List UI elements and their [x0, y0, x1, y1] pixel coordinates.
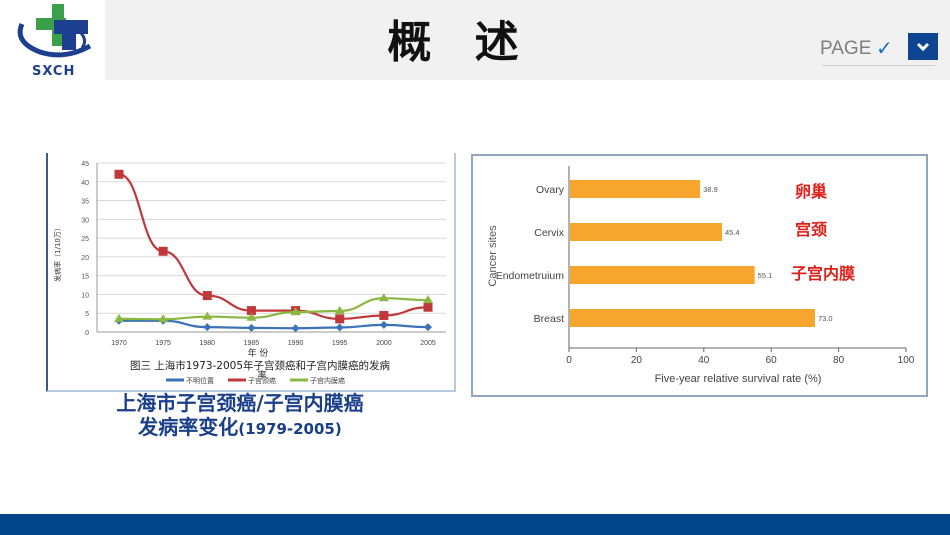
y-tick-label: 40 — [81, 180, 89, 187]
incidence-line-chart: 0 5 10 15 20 25 30 35 40 45 1970 1975 1980 1985 1990 19… — [46, 153, 456, 392]
square-marker-icon — [114, 169, 124, 179]
diamond-marker-icon — [335, 323, 344, 332]
triangle-marker-icon — [334, 305, 345, 314]
series-line — [119, 319, 429, 330]
triangle-marker-icon — [202, 311, 213, 320]
x-tick-label: 0 — [566, 355, 572, 366]
y-tick-label: 0 — [85, 330, 89, 337]
diamond-marker-icon — [424, 323, 432, 332]
x-tick-label: 40 — [698, 355, 710, 366]
diamond-marker-icon — [203, 323, 212, 332]
header-band — [105, 0, 950, 80]
x-tick-label: 1980 — [199, 340, 215, 347]
diamond-marker-icon — [291, 324, 300, 333]
y-axis-label: 发病率（1/10万） — [53, 224, 62, 282]
x-tick-label: 80 — [833, 355, 845, 366]
check-icon: ✓ — [876, 38, 893, 60]
x-tick-label: 20 — [631, 355, 643, 366]
caption-years: (1979-2005) — [238, 420, 342, 438]
left-chart-caption: 上海市子宫颈癌/子宫内膜癌 发病率变化(1979-2005) — [60, 391, 420, 441]
value-label: 55.1 — [758, 271, 773, 280]
footer-bar — [0, 514, 950, 535]
annotation-cervix: 宫颈 — [795, 220, 828, 239]
legend-label: 子宫内膜癌 — [310, 376, 345, 385]
page-dropdown-button[interactable] — [908, 33, 938, 60]
x-axis-label: 年 份 — [248, 347, 269, 359]
y-tick-label: 5 — [85, 311, 89, 318]
page-title: 概 述 — [387, 17, 533, 68]
x-tick-label: 2005 — [420, 340, 436, 347]
logo-text: SXCH — [32, 64, 76, 79]
square-marker-icon — [202, 291, 212, 301]
category-label: Ovary — [536, 184, 565, 196]
x-tick-label: 1995 — [332, 340, 348, 347]
y-tick-label: 35 — [81, 199, 89, 206]
bar-chart-canvas: 0 20 40 60 80 100 Five-year relative survival … — [487, 166, 915, 385]
annotation-endometrium: 子宫内膜 — [791, 264, 856, 283]
square-marker-icon — [335, 314, 345, 324]
y-tick-label: 30 — [81, 217, 89, 224]
x-axis-label: Five-year relative survival rate (%) — [655, 373, 822, 385]
triangle-marker-icon — [423, 295, 433, 304]
x-tick-label: 1990 — [288, 340, 304, 347]
annotation-ovary: 卵巢 — [795, 182, 828, 201]
logo-cross-icon — [17, 4, 92, 58]
category-label: Endometruium — [496, 270, 565, 282]
square-marker-icon — [246, 306, 256, 316]
triangle-marker-icon — [378, 293, 389, 302]
x-tick-label: 1975 — [155, 340, 171, 347]
chevron-down-icon — [916, 42, 930, 51]
triangle-marker-icon — [290, 307, 301, 316]
y-tick-label: 45 — [81, 161, 89, 168]
series-line — [118, 297, 429, 321]
line-chart-canvas: 0 5 10 15 20 25 30 35 40 45 1970 1975 1980 1985 1990 19… — [53, 161, 446, 385]
diamond-marker-icon — [247, 323, 256, 332]
square-marker-icon — [423, 302, 433, 312]
category-label: Breast — [534, 313, 564, 325]
value-label: 38.9 — [703, 185, 718, 194]
value-label: 73.0 — [818, 314, 833, 323]
caption-line-2: 发病率变化(1979-2005) — [60, 415, 420, 441]
page-divider — [822, 65, 935, 66]
figure-title-overflow: 率 — [257, 369, 266, 381]
triangle-marker-icon — [158, 314, 169, 323]
square-marker-icon — [158, 246, 168, 256]
bar — [570, 266, 755, 284]
y-tick-label: 20 — [81, 255, 89, 262]
hospital-logo: SXCH — [10, 2, 105, 79]
page-label: PAGE — [820, 38, 872, 59]
caption-line-1: 上海市子宫颈癌/子宫内膜癌 — [116, 391, 364, 415]
triangle-marker-icon — [246, 312, 257, 321]
value-label: 45.4 — [725, 228, 740, 237]
bar — [570, 309, 816, 327]
diamond-marker-icon — [379, 320, 388, 329]
bar — [570, 223, 722, 241]
y-tick-label: 15 — [81, 274, 89, 281]
legend-label: 不明位置 — [186, 376, 214, 385]
y-tick-label: 10 — [81, 292, 89, 299]
figure-title: 图三 上海市1973-2005年子宫颈癌和子宫内膜癌的发病 — [130, 359, 391, 372]
y-tick-label: 25 — [81, 236, 89, 243]
x-tick-label: 2000 — [376, 340, 392, 347]
legend-label: 子宫颈癌 — [248, 376, 276, 385]
x-tick-label: 1970 — [111, 340, 127, 347]
bar — [570, 180, 701, 198]
caption-line-2-text: 发病率变化 — [138, 415, 239, 439]
category-label: Cervix — [534, 227, 565, 239]
x-tick-label: 1985 — [244, 340, 260, 347]
square-marker-icon — [379, 310, 389, 320]
survival-bar-chart: 0 20 40 60 80 100 Five-year relative survival … — [471, 154, 928, 397]
y-axis-label: Cancer sites — [487, 225, 499, 287]
x-tick-label: 60 — [766, 355, 778, 366]
x-tick-label: 100 — [898, 355, 915, 366]
triangle-marker-icon — [114, 313, 124, 322]
